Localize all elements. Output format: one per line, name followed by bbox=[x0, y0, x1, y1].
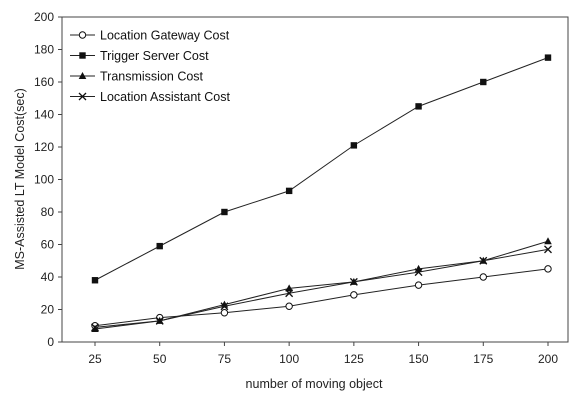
x-tick-label: 175 bbox=[473, 352, 493, 366]
legend-label: Location Assistant Cost bbox=[100, 90, 230, 104]
y-tick-label: 20 bbox=[41, 303, 55, 317]
y-tick-label: 180 bbox=[34, 43, 54, 57]
data-point bbox=[285, 284, 293, 292]
data-point bbox=[285, 289, 294, 298]
legend-item: Location Gateway Cost bbox=[70, 29, 230, 43]
x-axis-title: number of moving object bbox=[246, 377, 383, 391]
data-point bbox=[350, 142, 358, 149]
legend-marker bbox=[78, 92, 87, 101]
y-tick-label: 0 bbox=[47, 335, 54, 349]
data-point bbox=[480, 78, 487, 86]
data-point bbox=[221, 208, 228, 216]
y-tick-label: 120 bbox=[34, 140, 54, 154]
data-point bbox=[350, 291, 358, 299]
x-tick-label: 100 bbox=[279, 352, 299, 366]
x-tick-label: 50 bbox=[153, 352, 167, 366]
data-point bbox=[414, 268, 423, 277]
y-axis-title: MS-Assisted LT Model Cost(sec) bbox=[13, 88, 27, 270]
data-point bbox=[544, 237, 552, 245]
legend-item: Transmission Cost bbox=[70, 70, 204, 84]
x-tick-label: 25 bbox=[88, 352, 102, 366]
data-point bbox=[349, 277, 358, 286]
series-layer bbox=[91, 54, 552, 332]
data-point bbox=[155, 316, 164, 325]
data-point bbox=[415, 103, 422, 110]
data-point bbox=[544, 245, 552, 254]
data-point bbox=[156, 242, 163, 250]
legend-item: Trigger Server Cost bbox=[70, 49, 209, 63]
data-point bbox=[285, 187, 293, 195]
legend-marker bbox=[79, 52, 86, 59]
series-line bbox=[94, 57, 549, 281]
legend-marker bbox=[78, 72, 87, 79]
y-tick-label: 140 bbox=[34, 108, 54, 122]
data-point bbox=[91, 323, 99, 332]
y-tick-label: 160 bbox=[34, 75, 54, 89]
x-axis: 25 50 75 100 125 150 175 200 bbox=[88, 342, 558, 366]
y-axis: 0 20 40 60 80 100 120 140 160 180 200 bbox=[34, 10, 62, 349]
y-tick-label: 100 bbox=[34, 173, 54, 187]
series-2 bbox=[91, 54, 552, 284]
data-point bbox=[220, 302, 229, 311]
data-point bbox=[479, 273, 487, 281]
series-line bbox=[94, 248, 549, 328]
legend-item: Location Assistant Cost bbox=[70, 90, 230, 104]
x-tick-label: 150 bbox=[409, 352, 429, 366]
series-4 bbox=[91, 245, 552, 332]
legend-label: Transmission Cost bbox=[100, 70, 204, 84]
legend-label: Location Gateway Cost bbox=[100, 29, 230, 43]
data-point bbox=[91, 277, 99, 284]
y-tick-label: 60 bbox=[41, 238, 55, 252]
legend-label: Trigger Server Cost bbox=[100, 49, 209, 63]
series-line bbox=[94, 268, 549, 327]
plot-frame bbox=[61, 16, 569, 343]
data-point bbox=[414, 281, 423, 289]
legend: Location Gateway Cost Trigger Server Cost… bbox=[70, 29, 230, 104]
legend-marker bbox=[78, 31, 87, 39]
data-point bbox=[544, 265, 552, 273]
x-tick-label: 125 bbox=[344, 352, 364, 366]
y-tick-label: 40 bbox=[41, 270, 55, 284]
data-point bbox=[220, 309, 229, 317]
x-tick-label: 75 bbox=[218, 352, 232, 366]
x-tick-label: 200 bbox=[538, 352, 558, 366]
y-tick-label: 200 bbox=[34, 10, 54, 24]
data-point bbox=[544, 54, 552, 61]
data-point bbox=[91, 325, 99, 332]
data-point bbox=[285, 302, 293, 310]
y-tick-label: 80 bbox=[41, 205, 55, 219]
data-point bbox=[479, 256, 488, 265]
